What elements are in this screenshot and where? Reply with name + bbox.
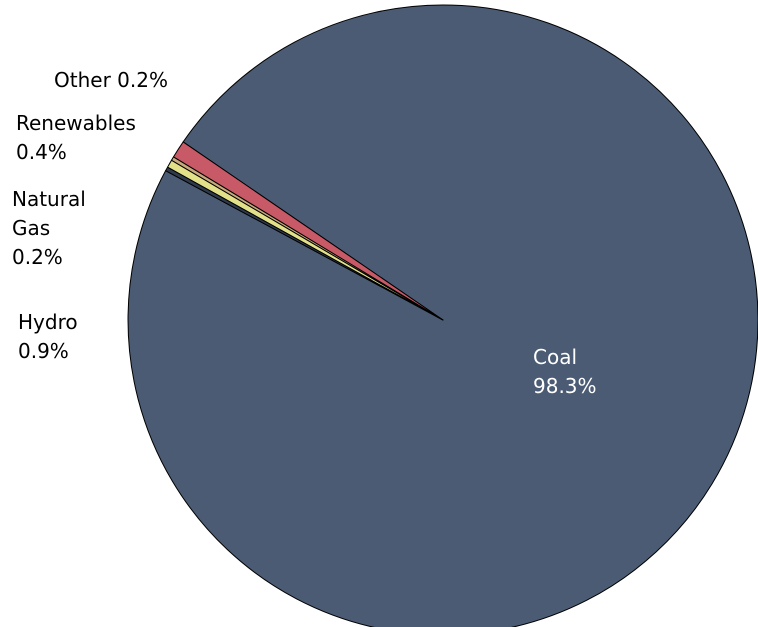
- data-label-renewables-name: Renewables: [16, 111, 136, 135]
- data-label-coal-name: Coal: [533, 345, 577, 369]
- data-label-renewables-value: 0.4%: [16, 140, 67, 164]
- data-label-hydro-value: 0.9%: [18, 339, 69, 363]
- pie-slices: [127, 4, 758, 627]
- data-label-natural-gas-name: Gas: [12, 216, 50, 240]
- data-label-other: Other 0.2%: [54, 68, 168, 92]
- data-label-natural-gas-name: Natural: [12, 187, 86, 211]
- data-label-natural-gas-value: 0.2%: [12, 245, 63, 269]
- pie-slice-other: [165, 166, 444, 321]
- pie-labels: Coal 98.3% Hydro 0.9% Natural Gas 0.2% Renewabl…: [12, 68, 597, 398]
- data-label-hydro-name: Hydro: [18, 310, 78, 334]
- pie-slice-coal: [127, 4, 758, 627]
- data-label-coal-value: 98.3%: [533, 374, 597, 398]
